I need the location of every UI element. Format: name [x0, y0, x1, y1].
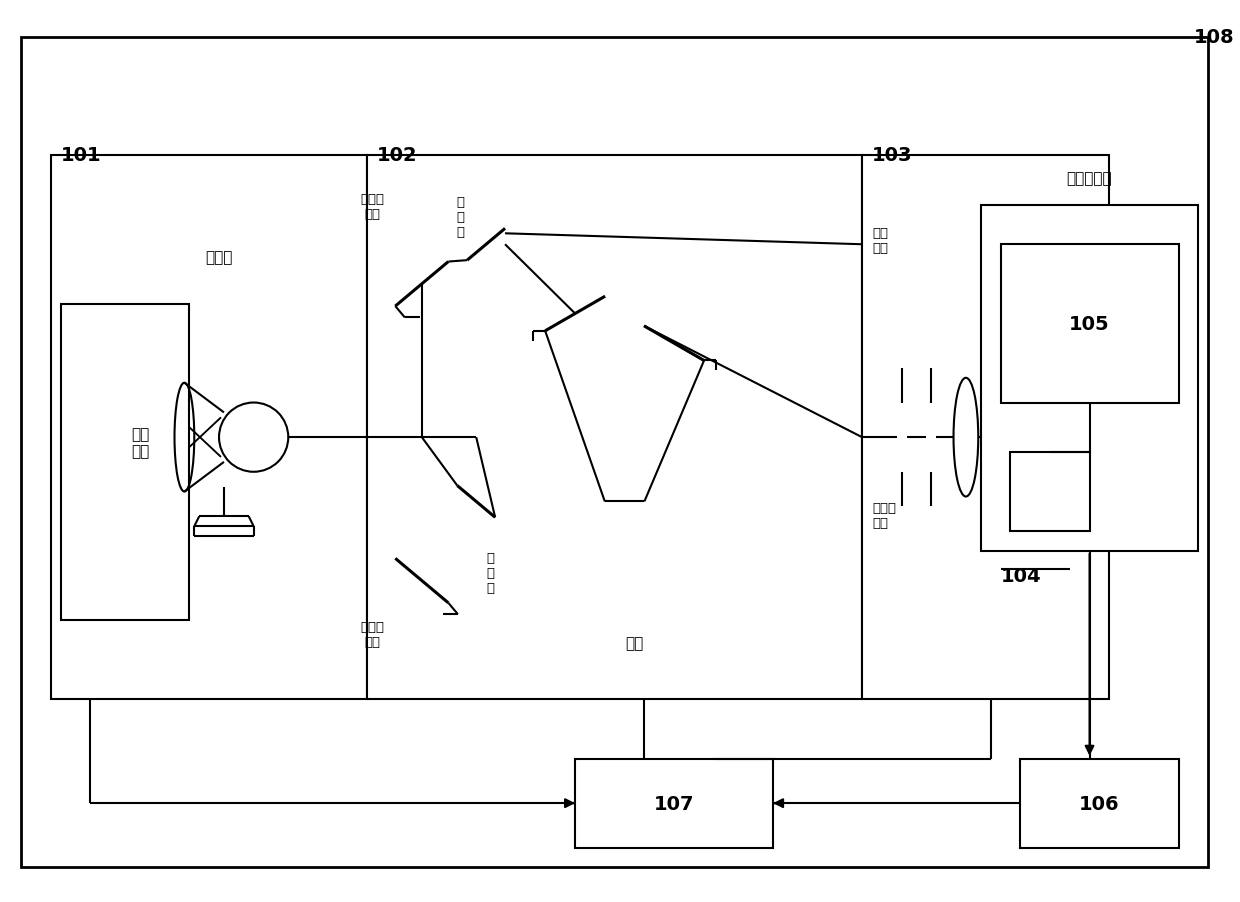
Bar [1001, 245, 1178, 403]
Text: 反
射
镜: 反 射 镜 [456, 196, 465, 238]
Text: 卤鹨灯: 卤鹨灯 [206, 250, 233, 264]
Bar [575, 759, 773, 848]
Text: 反
射
镜: 反 射 镜 [486, 551, 494, 594]
Text: 108: 108 [1193, 28, 1234, 47]
Text: 107: 107 [653, 794, 694, 813]
Text: 离轴抛
物镜: 离轴抛 物镜 [361, 621, 384, 649]
Text: 稳流
电源: 稳流 电源 [130, 427, 149, 459]
Text: 孔径
光阀: 孔径 光阀 [872, 227, 888, 255]
Text: 光栏: 光栏 [625, 635, 644, 650]
Text: 离轴抛
物镜: 离轴抛 物镜 [361, 192, 384, 220]
Text: 长焦距
透镜: 长焦距 透镜 [872, 502, 897, 529]
Bar [61, 304, 190, 621]
Text: 105: 105 [1069, 315, 1110, 334]
Text: 106: 106 [1079, 794, 1120, 813]
Text: 电动位移台: 电动位移台 [1066, 170, 1112, 186]
Text: 101: 101 [61, 146, 102, 165]
Bar [1011, 453, 1090, 531]
Text: 103: 103 [872, 146, 913, 165]
Bar [862, 156, 1110, 700]
Bar [51, 156, 367, 700]
Bar [367, 156, 862, 700]
Bar [981, 206, 1198, 551]
Text: 102: 102 [377, 146, 418, 165]
Bar [1021, 759, 1178, 848]
Text: 104: 104 [1001, 566, 1042, 585]
